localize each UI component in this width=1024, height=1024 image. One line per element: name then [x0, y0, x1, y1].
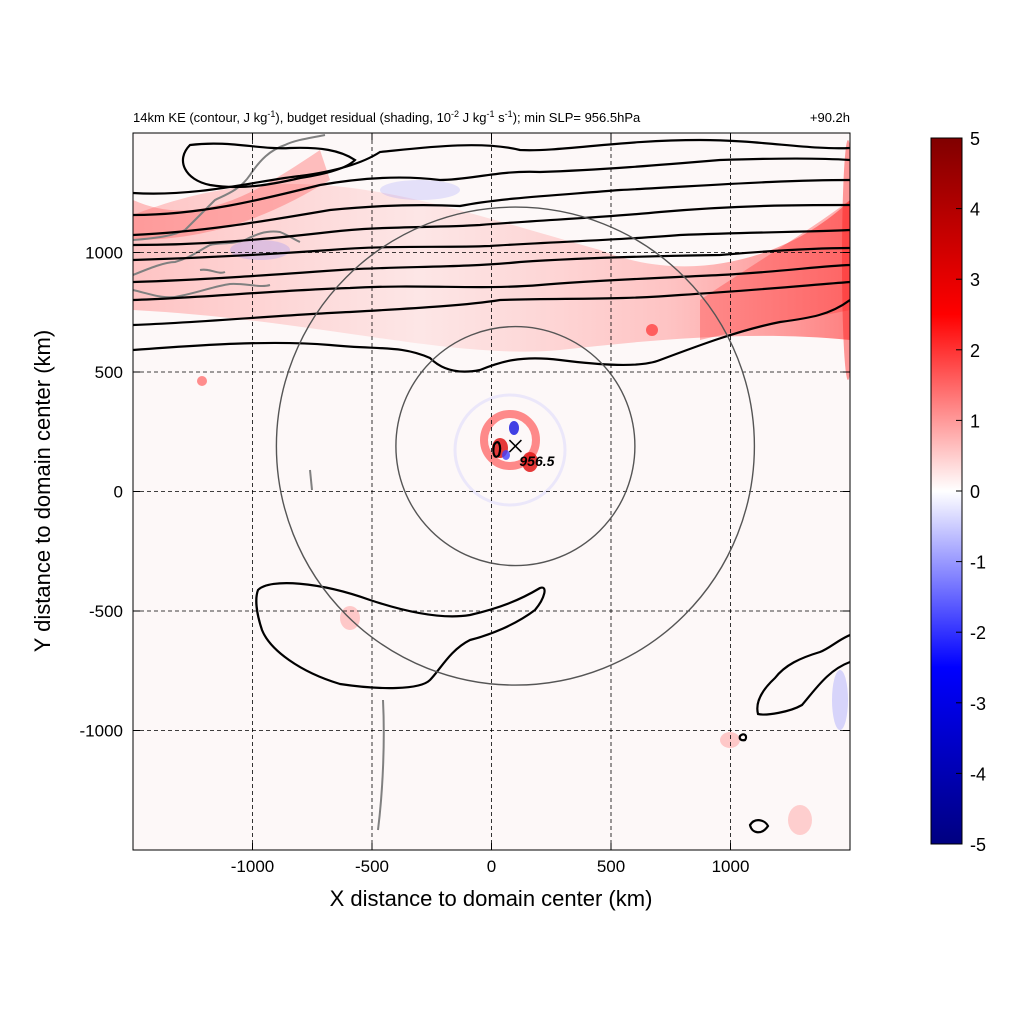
y-tick-label: 0 [114, 483, 123, 502]
shading-blue-patch [380, 180, 460, 200]
shading-band-east [700, 200, 850, 340]
colorbar-tick-label: -2 [970, 623, 986, 643]
shading-red-spot [197, 376, 207, 386]
y-axis-label: Y distance to domain center (km) [30, 330, 55, 652]
colorbar-tick-label: -5 [970, 835, 986, 855]
plot-area: 956.5 [133, 133, 850, 850]
range-ring [395, 325, 636, 567]
ke-contour [133, 178, 850, 237]
shading-blue-patch [230, 240, 290, 260]
x-tick-label: 500 [597, 857, 625, 876]
x-tick-label: -500 [355, 857, 389, 876]
colorbar-ticks: 5 4 3 2 1 0 -1 -2 -3 -4 -5 [956, 129, 986, 855]
shading-edge-east [842, 140, 850, 380]
colorbar-tick-label: 3 [970, 270, 980, 290]
ke-contour [133, 299, 850, 373]
ke-contour [748, 819, 770, 834]
ke-contour [492, 441, 502, 458]
x-tick-label: 0 [487, 857, 496, 876]
range-rings [275, 206, 756, 686]
x-tick-label: 1000 [712, 857, 750, 876]
ke-contour [133, 203, 850, 247]
colorbar-tick-label: 1 [970, 411, 980, 431]
colorbar-tick-label: -1 [970, 553, 986, 573]
shading-band-northwest [133, 150, 330, 240]
ke-contour [133, 138, 850, 195]
storm-core-ring [480, 410, 540, 470]
colorbar-tick-label: 4 [970, 200, 980, 220]
shading-blue-patch [832, 670, 848, 730]
shading-southeast-patch [788, 805, 812, 835]
x-tick-label: -1000 [231, 857, 274, 876]
storm-core-red [522, 452, 538, 472]
ke-contour [255, 582, 546, 690]
storm-core-blue [502, 450, 510, 460]
y-tick-label: -500 [89, 602, 123, 621]
ke-contours [133, 138, 850, 834]
x-axis-label: X distance to domain center (km) [330, 886, 653, 911]
ke-contour [133, 157, 850, 217]
y-tick-label: -1000 [80, 722, 123, 741]
shading-southeast-patch [720, 732, 740, 748]
y-axis: -1000 -500 0 500 1000 [80, 244, 850, 741]
colorbar-tick-label: -4 [970, 764, 986, 784]
storm-center-marker [508, 439, 522, 453]
x-axis: -1000 -500 0 500 1000 [231, 133, 750, 876]
range-ring [275, 206, 756, 686]
ke-contour [738, 733, 748, 742]
ke-contour [133, 228, 850, 262]
ke-contour [133, 280, 850, 327]
colorbar-tick-label: 0 [970, 482, 980, 502]
y-tick-label: 1000 [85, 244, 123, 263]
ke-contour [133, 263, 850, 302]
coastline-segment [199, 268, 226, 274]
coastline-segment [133, 230, 301, 276]
storm-ripple [453, 393, 567, 507]
coastline-segment [133, 282, 271, 299]
colorbar-tick-label: -3 [970, 694, 986, 714]
chart-title: 14km KE (contour, J kg-1), budget residu… [133, 109, 641, 125]
y-tick-label: 500 [95, 363, 123, 382]
min-slp-label: 956.5 [519, 453, 554, 469]
coastline-segment [377, 699, 385, 831]
coastline-segment [309, 469, 313, 491]
colorbar-tick-label: 5 [970, 129, 980, 149]
time-label: +90.2h [810, 110, 850, 125]
storm-core-blue [509, 421, 519, 435]
shading-red-spot [646, 324, 658, 336]
ke-contour [756, 633, 850, 716]
colorbar-tick-label: 2 [970, 341, 980, 361]
grid [133, 133, 850, 850]
